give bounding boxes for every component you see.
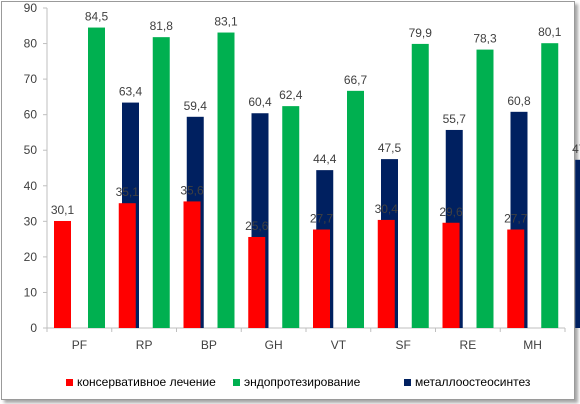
y-tick-label: 20 — [24, 250, 38, 264]
legend-label: консервативное лечение — [77, 375, 216, 389]
y-tick-label: 70 — [24, 72, 38, 86]
data-label: 35,6 — [180, 183, 204, 197]
x-tick-label: VT — [331, 338, 347, 352]
data-label: 60,4 — [248, 95, 272, 109]
bar — [347, 90, 364, 328]
bar — [442, 222, 460, 328]
y-tick-label: 0 — [30, 321, 37, 335]
y-tick-label: 90 — [24, 1, 38, 15]
y-tick-label: 40 — [24, 179, 38, 193]
y-tick-label: 10 — [24, 285, 38, 299]
bar — [313, 229, 330, 328]
data-label: 78,3 — [473, 32, 497, 46]
data-label: 29,6 — [439, 205, 463, 219]
bar — [377, 219, 395, 328]
bar — [217, 32, 235, 329]
data-label: 35,1 — [116, 185, 140, 199]
data-label: 59,4 — [184, 99, 208, 113]
bar — [152, 37, 170, 329]
data-label: 66,7 — [344, 73, 368, 87]
data-label: 47,5 — [378, 141, 402, 155]
data-label: 84,5 — [85, 10, 109, 24]
y-tick-label: 30 — [24, 214, 38, 228]
data-label: 81,8 — [150, 19, 174, 33]
data-label: 27,7 — [310, 212, 334, 226]
data-label: 55,7 — [443, 112, 467, 126]
bar — [183, 201, 201, 328]
bar — [54, 220, 71, 328]
data-label: 44,4 — [313, 152, 337, 166]
data-label: 25,6 — [245, 219, 269, 233]
bar — [476, 49, 494, 328]
data-label: 30,1 — [51, 203, 75, 217]
data-label: 79,9 — [409, 26, 433, 40]
legend-swatch — [233, 379, 240, 386]
legend-label: металлоостеосинтез — [415, 375, 531, 389]
legend-label: эндопротезирование — [244, 375, 361, 389]
bar — [282, 106, 300, 328]
data-label: 60,8 — [507, 94, 531, 108]
x-tick-label: PF — [72, 338, 87, 352]
bar — [575, 159, 580, 328]
data-label: 27,7 — [504, 212, 528, 226]
bar — [248, 236, 266, 328]
x-tick-label: MH — [523, 338, 542, 352]
bar — [88, 27, 105, 329]
x-tick-label: BP — [201, 338, 217, 352]
x-tick-label: GH — [265, 338, 283, 352]
bar — [507, 229, 525, 328]
data-label: 30,4 — [375, 202, 399, 216]
data-label: 80,1 — [538, 25, 562, 39]
legend-swatch — [404, 379, 411, 386]
bar — [541, 43, 559, 328]
data-label: 63,4 — [119, 85, 143, 99]
y-tick-label: 50 — [24, 143, 38, 157]
data-label: 47,3 — [572, 142, 580, 156]
x-tick-label: RE — [460, 338, 477, 352]
x-tick-label: RP — [136, 338, 153, 352]
bar — [118, 203, 136, 328]
data-label: 83,1 — [214, 15, 238, 29]
legend-swatch — [66, 379, 73, 386]
y-tick-label: 80 — [24, 37, 38, 51]
bar — [411, 43, 429, 329]
y-tick-label: 60 — [24, 108, 38, 122]
data-label: 62,4 — [279, 88, 303, 102]
x-tick-label: SF — [395, 338, 410, 352]
